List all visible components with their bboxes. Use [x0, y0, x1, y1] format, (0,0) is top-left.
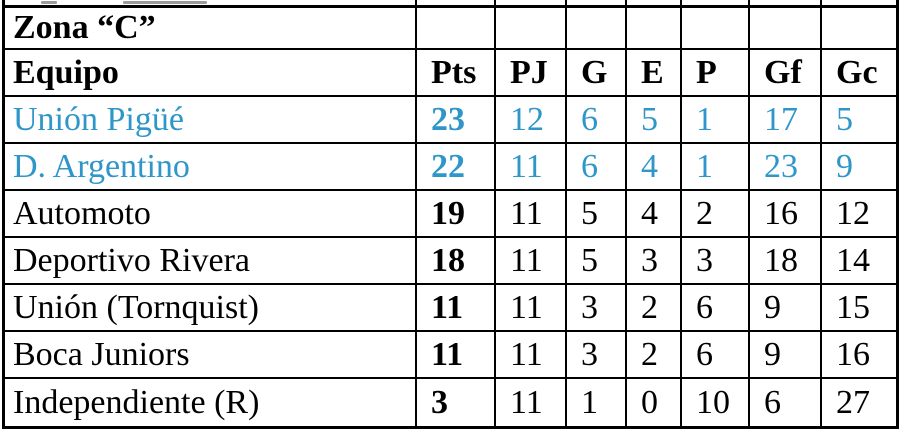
standings-rows: Unión Pigüé 23 12 6 5 1 17 5 D. Argentino 22 11 6 4 1… — [5, 97, 896, 426]
stat-cell-e: 2 — [627, 285, 682, 332]
stat-cell-p: 1 — [682, 97, 750, 144]
standings-row: Automoto 19 11 5 4 2 16 12 — [5, 191, 896, 238]
zone-title-row: Zona “C” — [5, 8, 896, 50]
stat-cell-pts: 23 — [417, 97, 496, 144]
stat-cell-e: 0 — [627, 379, 682, 426]
stat-cell-pts: 11 — [417, 332, 496, 379]
stat-cell-p: 6 — [682, 332, 750, 379]
column-header-row: Equipo Pts PJ G E P Gf Gc — [5, 50, 896, 97]
stat-cell-g: 3 — [567, 332, 627, 379]
stat-cell-pj: 12 — [496, 97, 567, 144]
stat-cell-pj: 11 — [496, 285, 567, 332]
cropped-text-fragment — [123, 1, 207, 4]
column-header-g: G — [567, 50, 627, 97]
stat-cell-p: 6 — [682, 285, 750, 332]
stat-cell-e: 5 — [627, 97, 682, 144]
stat-cell-gc: 9 — [822, 144, 896, 191]
cropped-cell — [750, 0, 822, 8]
team-name-cell: Unión Pigüé — [5, 97, 417, 144]
stat-cell-g: 6 — [567, 97, 627, 144]
stat-cell-gc: 16 — [822, 332, 896, 379]
standings-row: Deportivo Rivera 18 11 5 3 3 18 14 — [5, 238, 896, 285]
empty-cell — [822, 8, 896, 50]
column-header-pj: PJ — [496, 50, 567, 97]
stat-cell-gf: 9 — [750, 285, 822, 332]
stat-cell-pts: 11 — [417, 285, 496, 332]
cropped-cell — [682, 0, 750, 8]
stat-cell-gc: 12 — [822, 191, 896, 238]
empty-cell — [567, 8, 627, 50]
stat-cell-e: 2 — [627, 332, 682, 379]
stat-cell-e: 3 — [627, 238, 682, 285]
standings-row: D. Argentino 22 11 6 4 1 23 9 — [5, 144, 896, 191]
empty-cell — [682, 8, 750, 50]
column-header-p: P — [682, 50, 750, 97]
team-name-cell: Unión (Tornquist) — [5, 285, 417, 332]
empty-cell — [496, 8, 567, 50]
stat-cell-gc: 15 — [822, 285, 896, 332]
stat-cell-pj: 11 — [496, 332, 567, 379]
stat-cell-p: 3 — [682, 238, 750, 285]
team-name-cell: D. Argentino — [5, 144, 417, 191]
stat-cell-gf: 23 — [750, 144, 822, 191]
cropped-cell — [417, 0, 496, 8]
team-name-cell: Independiente (R) — [5, 379, 417, 426]
stat-cell-pts: 19 — [417, 191, 496, 238]
empty-cell — [627, 8, 682, 50]
stat-cell-gc: 27 — [836, 383, 870, 421]
stat-cell-gf: 18 — [750, 238, 822, 285]
stat-cell-gf: 16 — [750, 191, 822, 238]
stat-cell-pts: 18 — [417, 238, 496, 285]
stat-cell-pj: 11 — [496, 379, 567, 426]
stat-cell-g: 6 — [567, 144, 627, 191]
team-name-cell: Deportivo Rivera — [5, 238, 417, 285]
stat-cell-p: 1 — [682, 144, 750, 191]
stat-cell-g: 5 — [567, 191, 627, 238]
standings-row: Unión (Tornquist) 11 11 3 2 6 9 15 — [5, 285, 896, 332]
team-name-cell: Automoto — [5, 191, 417, 238]
cropped-text-fragment — [41, 1, 57, 4]
stat-cell-gc: 5 — [822, 97, 896, 144]
stat-cell-gf: 9 — [750, 332, 822, 379]
stat-cell-g: 3 — [567, 285, 627, 332]
standings-row: Independiente (R) 3 11 1 0 10 6 27 — [5, 379, 896, 426]
stat-cell-p: 10 — [682, 379, 750, 426]
stat-cell-gf: 6 — [750, 379, 822, 426]
stat-cell-g: 5 — [567, 238, 627, 285]
column-header-gf: Gf — [750, 50, 822, 97]
column-header-e: E — [627, 50, 682, 97]
standings-row: Boca Juniors 11 11 3 2 6 9 16 — [5, 332, 896, 379]
stat-cell-e: 4 — [627, 144, 682, 191]
standings-table: Zona “C” Equipo Pts PJ G E P Gf Gc Unión… — [2, 0, 899, 429]
empty-cell — [750, 8, 822, 50]
column-header-gc: Gc — [822, 50, 896, 97]
cropped-cell — [496, 0, 567, 8]
zone-title: Zona “C” — [5, 8, 417, 50]
stat-cell-p: 2 — [682, 191, 750, 238]
stat-cell-gf: 17 — [750, 97, 822, 144]
stat-cell-pts: 3 — [417, 379, 496, 426]
cropped-cell — [5, 0, 417, 8]
stat-cell-pj: 11 — [496, 191, 567, 238]
standings-row: Unión Pigüé 23 12 6 5 1 17 5 — [5, 97, 896, 144]
stat-cell-pj: 11 — [496, 238, 567, 285]
stat-cell-gc: 14 — [822, 238, 896, 285]
column-header-equipo: Equipo — [5, 50, 417, 97]
cropped-top-row — [5, 0, 896, 8]
cropped-cell — [822, 0, 896, 8]
stat-cell-e: 4 — [627, 191, 682, 238]
cropped-cell — [627, 0, 682, 8]
team-name-cell: Boca Juniors — [5, 332, 417, 379]
stat-cell-pts: 22 — [417, 144, 496, 191]
column-header-pts: Pts — [417, 50, 496, 97]
stat-cell-pj: 11 — [496, 144, 567, 191]
stat-cell-g: 1 — [567, 379, 627, 426]
cropped-cell — [567, 0, 627, 8]
empty-cell — [417, 8, 496, 50]
